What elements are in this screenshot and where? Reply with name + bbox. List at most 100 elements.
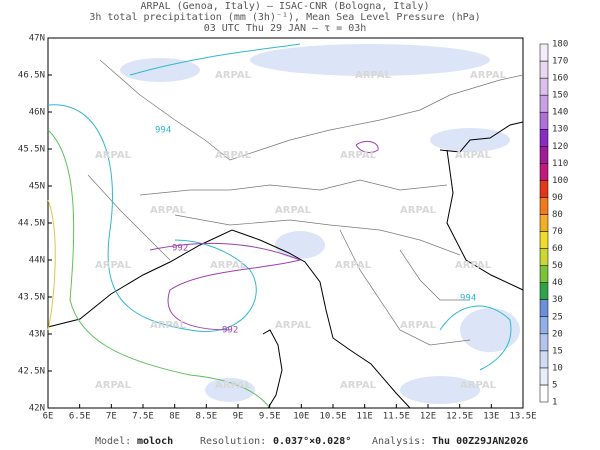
colorbar-label: 1 [552, 398, 557, 408]
colorbar-label: 130 [552, 125, 568, 135]
colorbar-label: 120 [552, 142, 568, 152]
lon-label: 8E [169, 412, 180, 422]
watermark: ARPAL [215, 150, 252, 161]
colorbar-swatch [539, 111, 549, 130]
watermark: ARPAL [95, 260, 132, 271]
lat-label: 46N [29, 108, 45, 118]
footer-value: 0.037°×0.028° [273, 436, 351, 447]
header-line: 3h total precipitation (mm (3h)⁻¹), Mean… [89, 12, 480, 23]
lon-label: 12.5E [446, 412, 473, 422]
lon-label: 9E [233, 412, 244, 422]
lon-label: 7.5E [132, 412, 154, 422]
lon-label: 13.5E [509, 412, 536, 422]
colorbar-swatch [539, 43, 549, 62]
colorbar-swatch [539, 146, 549, 164]
colorbar-label: 50 [552, 261, 563, 271]
watermark: ARPAL [400, 205, 437, 216]
colorbar-swatch [539, 128, 549, 147]
coastline [47, 121, 524, 409]
colorbar-swatch [539, 214, 549, 232]
colorbar-label: 160 [552, 74, 568, 84]
map: 994 992 992 994 [47, 37, 524, 409]
colorbar-label: 15 [552, 346, 563, 356]
footer-label: Analysis: [372, 436, 426, 447]
colorbar-label: 70 [552, 227, 563, 237]
contour-label: 992 [172, 244, 188, 254]
lon-label: 7E [106, 412, 117, 422]
lon-label: 12E [420, 412, 436, 422]
colorbar-label: 40 [552, 278, 563, 288]
contour-label: 994 [460, 294, 476, 304]
colorbar-label: 5 [552, 380, 557, 390]
lon-label: 11.5E [383, 412, 410, 422]
footer-label: Resolution: [200, 436, 266, 447]
lon-label: 8.5E [195, 412, 217, 422]
lat-label: 45N [29, 182, 45, 192]
lon-label: 10E [293, 412, 309, 422]
colorbar-swatch [539, 94, 549, 113]
watermark: ARPAL [460, 380, 497, 391]
colorbar-label: 100 [552, 176, 568, 186]
watermark: ARPAL [215, 70, 252, 81]
lon-label: 6.5E [69, 412, 91, 422]
colorbar-swatch [539, 60, 549, 79]
watermark: ARPAL [455, 260, 492, 271]
colorbar-swatch [539, 282, 549, 300]
colorbar-label: 90 [552, 193, 563, 203]
colorbar-label: 140 [552, 108, 568, 118]
colorbar-swatch [539, 248, 549, 266]
isobars [47, 43, 512, 409]
colorbar-label: 150 [552, 91, 568, 101]
watermark: ARPAL [455, 150, 492, 161]
map-frame [47, 37, 524, 409]
watermark: ARPAL [400, 320, 437, 331]
colorbar-label: 170 [552, 57, 568, 67]
colorbar-swatch [539, 163, 549, 181]
watermark: ARPAL [275, 205, 312, 216]
contour-label: 992 [222, 326, 238, 336]
colorbar-swatch [539, 333, 549, 352]
contour-label: 994 [155, 126, 171, 136]
borders [87, 59, 524, 346]
lat-label: 46.5N [18, 71, 45, 81]
colorbar-swatch [539, 231, 549, 249]
header-line: 03 UTC Thu 29 JAN – τ = 03h [204, 23, 367, 34]
colorbar-swatch [539, 299, 549, 318]
colorbar-label: 25 [552, 312, 563, 322]
watermark: ARPAL [340, 150, 377, 161]
colorbar-label: 60 [552, 244, 563, 254]
lat-label: 42.5N [18, 367, 45, 377]
colorbar-swatch [539, 384, 549, 403]
watermark: ARPAL [150, 205, 187, 216]
colorbar-label: 110 [552, 159, 568, 169]
colorbar-swatch [539, 367, 549, 386]
lat-label: 43N [29, 330, 45, 340]
colorbar-label: 180 [552, 40, 568, 50]
colorbar-swatch [539, 316, 549, 335]
lat-label: 45.5N [18, 145, 45, 155]
lon-label: 9.5E [259, 412, 281, 422]
colorbar-label: 10 [552, 363, 563, 373]
lat-label: 44N [29, 256, 45, 266]
colorbar-label: 20 [552, 329, 563, 339]
colorbar-swatch [539, 197, 549, 215]
watermark: ARPAL [215, 380, 252, 391]
watermark: ARPAL [95, 150, 132, 161]
watermark: ARPAL [210, 260, 247, 271]
footer-label: Model: [95, 436, 131, 447]
watermark: ARPAL [275, 320, 312, 331]
watermark: ARPAL [150, 320, 187, 331]
colorbar-swatch [539, 265, 549, 283]
lon-label: 6E [43, 412, 54, 422]
lat-label: 47N [29, 34, 45, 44]
lon-label: 10.5E [319, 412, 346, 422]
colorbar-label: 80 [552, 210, 563, 220]
watermark: ARPAL [335, 260, 372, 271]
footer-value: Thu 00Z29JAN2026 [432, 436, 528, 447]
watermark: ARPAL [340, 380, 377, 391]
colorbar-label: 30 [552, 295, 563, 305]
watermark: ARPAL [355, 70, 392, 81]
lat-label: 42N [29, 404, 45, 414]
lon-label: 11E [357, 412, 373, 422]
